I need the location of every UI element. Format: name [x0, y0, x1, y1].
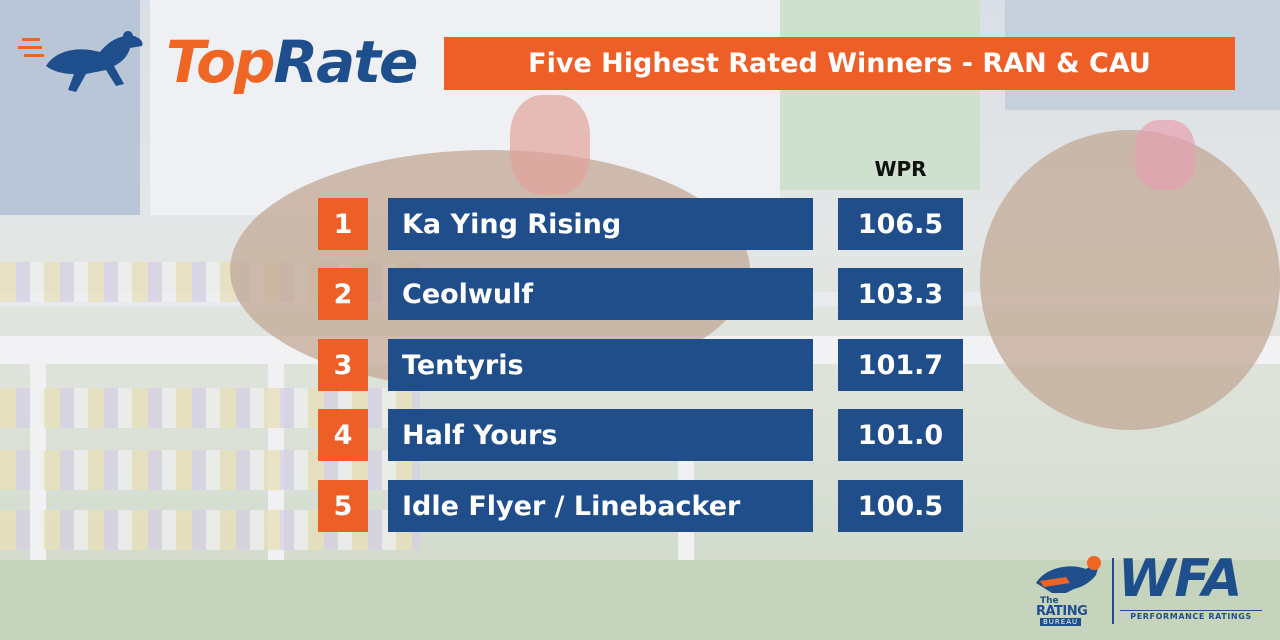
horse-name: Half Yours: [388, 409, 813, 461]
ranking-row: 3 Tentyris 101.7: [0, 339, 1280, 391]
wfa-logo-subtitle: PERFORMANCE RATINGS: [1120, 610, 1262, 621]
wfa-logo: WFA: [1118, 549, 1242, 609]
logo-divider: [1112, 558, 1114, 624]
wpr-value: 101.7: [838, 339, 963, 391]
horse-name: Ceolwulf: [388, 268, 813, 320]
rating-bureau-label: BUREAU: [1040, 618, 1082, 626]
jockey-shape: [1135, 120, 1195, 190]
rank-badge: 4: [318, 409, 368, 461]
jockey-shape: [510, 95, 590, 195]
logo-wordmark-top: Top: [166, 28, 275, 96]
ranking-row: 1 Ka Ying Rising 106.5: [0, 198, 1280, 250]
page-title: Five Highest Rated Winners - RAN & CAU: [444, 37, 1235, 90]
rank-badge: 3: [318, 339, 368, 391]
ranking-row: 4 Half Yours 101.0: [0, 409, 1280, 461]
logo-wordmark-rate: Rate: [273, 28, 418, 96]
wpr-value: 103.3: [838, 268, 963, 320]
rating-bureau-label: RATING: [1036, 604, 1088, 619]
rating-bureau-label: The: [1040, 596, 1059, 606]
ranking-row: 5 Idle Flyer / Linebacker 100.5: [0, 480, 1280, 532]
horse-name: Ka Ying Rising: [388, 198, 813, 250]
toprate-logo: TopRate: [16, 24, 418, 104]
horse-name: Idle Flyer / Linebacker: [388, 480, 813, 532]
wpr-value: 100.5: [838, 480, 963, 532]
horse-name: Tentyris: [388, 339, 813, 391]
rating-bureau-horse-icon: [1036, 556, 1101, 593]
rank-badge: 5: [318, 480, 368, 532]
wpr-value: 101.0: [838, 409, 963, 461]
rank-badge: 1: [318, 198, 368, 250]
wpr-value: 106.5: [838, 198, 963, 250]
rank-badge: 2: [318, 268, 368, 320]
logo-wordmark: TopRate: [166, 28, 418, 96]
signage-board: [0, 0, 140, 215]
ranking-row: 2 Ceolwulf 103.3: [0, 268, 1280, 320]
horse-shape: [980, 130, 1280, 430]
signage-board: [780, 0, 980, 190]
wpr-column-header: WPR: [874, 157, 927, 181]
running-horse-icon: [18, 31, 143, 92]
